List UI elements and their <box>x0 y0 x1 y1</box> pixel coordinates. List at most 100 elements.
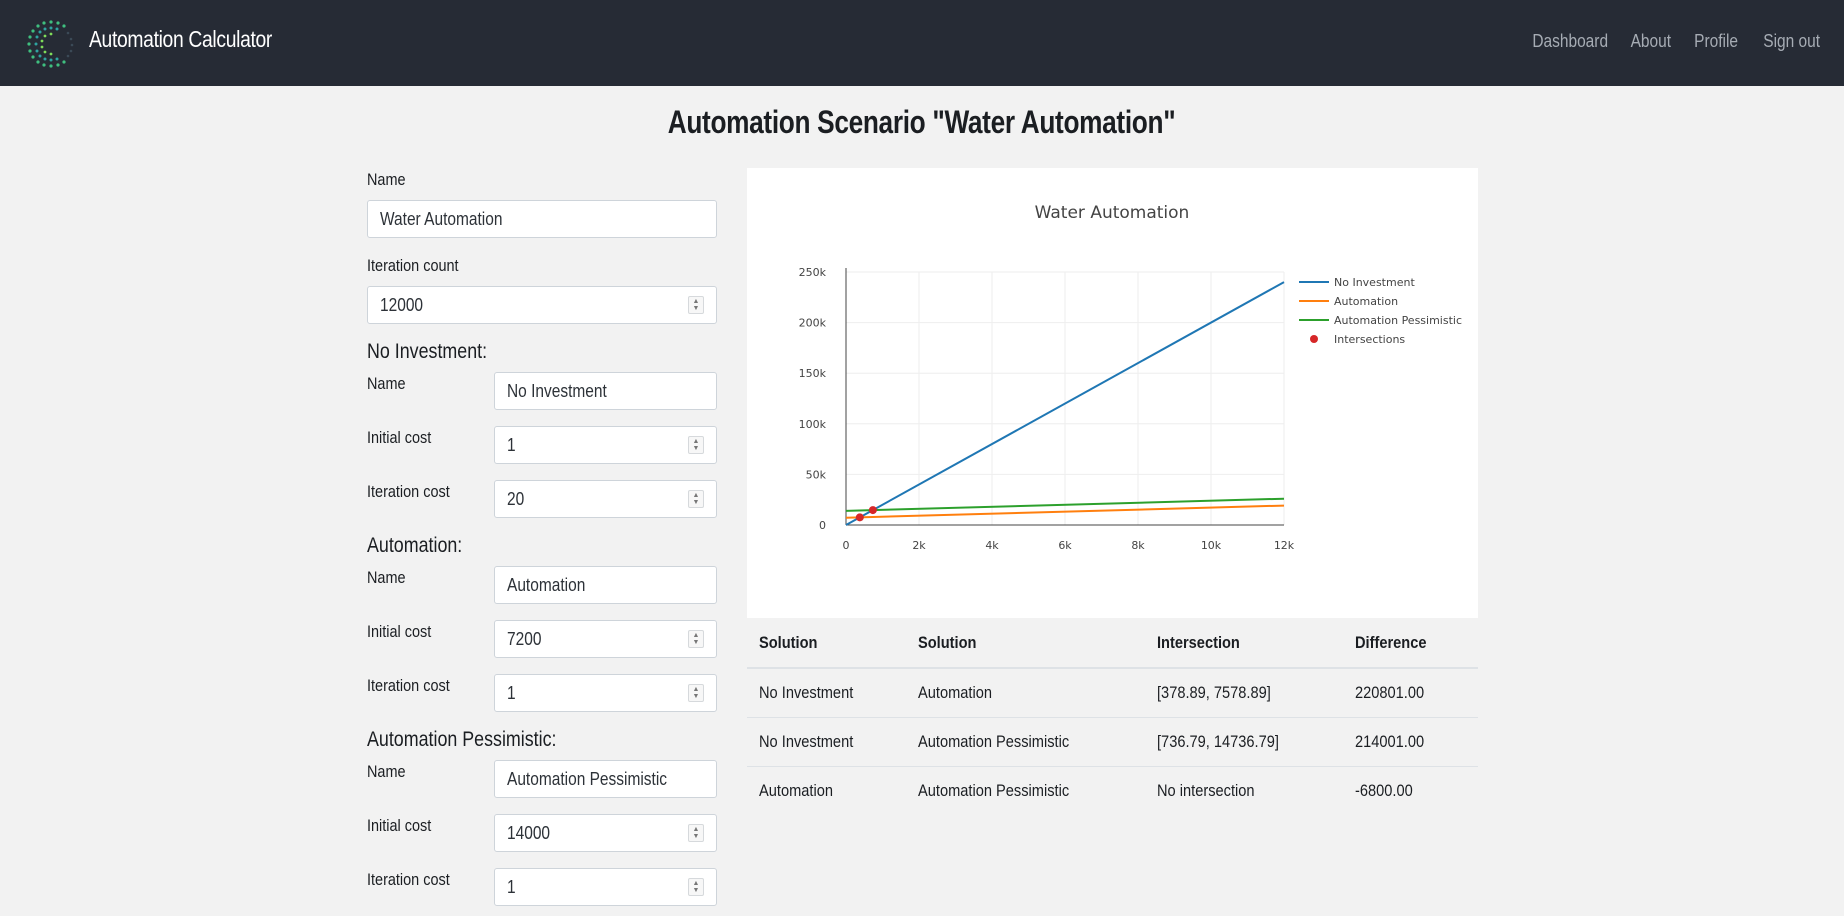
nav-links: Dashboard About Profile Sign out <box>1520 31 1820 52</box>
series-line <box>845 497 1285 512</box>
iteration-cost-value: 1 <box>507 682 516 703</box>
initial-cost-value: 14000 <box>507 822 551 843</box>
initial-cost-label: Initial cost <box>367 816 432 835</box>
header-difference: Difference <box>1355 633 1427 652</box>
solution-name-input[interactable]: Automation <box>494 566 717 604</box>
scenario-name-input[interactable]: Water Automation <box>367 200 717 238</box>
scenario-name-value: Water Automation <box>380 208 503 229</box>
navbar: Automation Calculator Dashboard About Pr… <box>0 0 1844 86</box>
y-tick-label: 50k <box>806 468 827 481</box>
stepper-icon[interactable]: ▲ ▼ <box>688 824 704 842</box>
solution-name-value: Automation <box>507 574 586 595</box>
chart-legend[interactable]: No Investment Automation Automation Pessim… <box>1299 276 1462 346</box>
initial-cost-value: 7200 <box>507 628 542 649</box>
legend-label: No Investment <box>1334 276 1415 289</box>
iteration-cost-value: 20 <box>507 488 525 509</box>
x-tick-label: 8k <box>1131 539 1145 552</box>
x-tick-label: 0 <box>843 539 850 552</box>
iteration-cost-input[interactable]: 1 ▲ ▼ <box>494 674 717 712</box>
legend-label: Intersections <box>1334 333 1405 346</box>
y-tick-label: 250k <box>799 266 827 279</box>
chart-title: Water Automation <box>1035 203 1190 223</box>
iteration-count-input[interactable]: 12000 ▲ ▼ <box>367 286 717 324</box>
stepper-icon[interactable]: ▲ ▼ <box>688 684 704 702</box>
logo-icon[interactable] <box>24 17 78 71</box>
solution-heading: Automation: <box>367 534 463 557</box>
page-title-text: Automation Scenario "Water Automation" <box>668 104 1176 140</box>
intersection-point[interactable] <box>868 506 877 515</box>
y-tick-label: 200k <box>799 317 827 330</box>
solution-heading: No Investment: <box>367 340 488 363</box>
initial-cost-value: 1 <box>507 434 516 455</box>
scenario-name-label: Name <box>367 170 406 189</box>
x-tick-label: 2k <box>912 539 926 552</box>
iteration-cost-input[interactable]: 20 ▲ ▼ <box>494 480 717 518</box>
series-line <box>845 504 1285 519</box>
x-tick-label: 12k <box>1274 539 1295 552</box>
chart-axes: 0 2k 4k 6k 8k 10k 12k 0 50k 100k 150k 200k 250k <box>799 266 1295 552</box>
cell-intersection: [378.89, 7578.89] <box>1157 683 1271 702</box>
chart-markers <box>855 506 877 522</box>
cell-intersection: No intersection <box>1157 781 1255 800</box>
solution-name-value: Automation Pessimistic <box>507 768 668 789</box>
iteration-cost-label: Iteration cost <box>367 482 450 501</box>
page-title: Automation Scenario "Water Automation" <box>0 104 1844 141</box>
x-tick-label: 10k <box>1201 539 1222 552</box>
legend-label: Automation Pessimistic <box>1334 314 1462 327</box>
app-title[interactable]: Automation Calculator <box>89 26 273 52</box>
table-row: Automation Automation Pessimistic No int… <box>747 766 1478 815</box>
initial-cost-label: Initial cost <box>367 622 432 641</box>
iteration-count-label: Iteration count <box>367 256 459 275</box>
y-tick-label: 0 <box>819 519 826 532</box>
initial-cost-input[interactable]: 1 ▲ ▼ <box>494 426 717 464</box>
initial-cost-label: Initial cost <box>367 428 432 447</box>
iteration-count-value: 12000 <box>380 294 424 315</box>
solution-name-label: Name <box>367 374 406 393</box>
nav-dashboard-link[interactable]: Dashboard <box>1532 31 1608 51</box>
table-header-row: Solution Solution Intersection Differenc… <box>747 618 1478 669</box>
iteration-cost-input[interactable]: 1 ▲ ▼ <box>494 868 717 906</box>
chart-card: Water Automation 0 2k 4k 6k 8k 10k 12k 0 50k 100k… <box>747 168 1478 618</box>
cell-intersection: [736.79, 14736.79] <box>1157 732 1279 751</box>
iteration-cost-label: Iteration cost <box>367 870 450 889</box>
y-tick-label: 150k <box>799 367 827 380</box>
header-intersection: Intersection <box>1157 633 1240 652</box>
cell-solution-b: Automation Pessimistic <box>918 781 1070 800</box>
cell-solution-b: Automation Pessimistic <box>918 732 1070 751</box>
x-tick-label: 4k <box>985 539 999 552</box>
cell-difference: -6800.00 <box>1355 781 1413 800</box>
cell-difference: 220801.00 <box>1355 683 1425 702</box>
nav-profile-link[interactable]: Profile <box>1694 31 1738 51</box>
table-row: No Investment Automation Pessimistic [73… <box>747 717 1478 766</box>
stepper-icon[interactable]: ▲ ▼ <box>688 490 704 508</box>
intersection-point[interactable] <box>855 513 864 522</box>
solution-name-label: Name <box>367 568 406 587</box>
solution-name-label: Name <box>367 762 406 781</box>
iteration-cost-label: Iteration cost <box>367 676 450 695</box>
solution-heading: Automation Pessimistic: <box>367 728 557 751</box>
chart-grid <box>846 271 1285 525</box>
cell-solution-a: No Investment <box>759 683 854 702</box>
nav-sign-out-link[interactable]: Sign out <box>1763 31 1820 51</box>
header-solution-b: Solution <box>918 633 977 652</box>
solution-name-input[interactable]: Automation Pessimistic <box>494 760 717 798</box>
header-solution-a: Solution <box>759 633 818 652</box>
iteration-cost-value: 1 <box>507 876 516 897</box>
cost-chart[interactable]: Water Automation 0 2k 4k 6k 8k 10k 12k 0 50k 100k… <box>747 168 1478 618</box>
stepper-icon[interactable]: ▲ ▼ <box>688 436 704 454</box>
initial-cost-input[interactable]: 7200 ▲ ▼ <box>494 620 717 658</box>
cell-solution-a: Automation <box>759 781 833 800</box>
chart-series <box>845 281 1285 526</box>
cell-solution-b: Automation <box>918 683 992 702</box>
solution-name-input[interactable]: No Investment <box>494 372 717 410</box>
stepper-icon[interactable]: ▲ ▼ <box>688 878 704 896</box>
initial-cost-input[interactable]: 14000 ▲ ▼ <box>494 814 717 852</box>
legend-swatch <box>1310 335 1318 343</box>
cell-difference: 214001.00 <box>1355 732 1425 751</box>
series-line <box>845 281 1285 526</box>
legend-label: Automation <box>1334 295 1398 308</box>
stepper-icon[interactable]: ▲ ▼ <box>688 296 704 314</box>
nav-about-link[interactable]: About <box>1630 31 1671 51</box>
stepper-icon[interactable]: ▲ ▼ <box>688 630 704 648</box>
table-row: No Investment Automation [378.89, 7578.8… <box>747 668 1478 717</box>
